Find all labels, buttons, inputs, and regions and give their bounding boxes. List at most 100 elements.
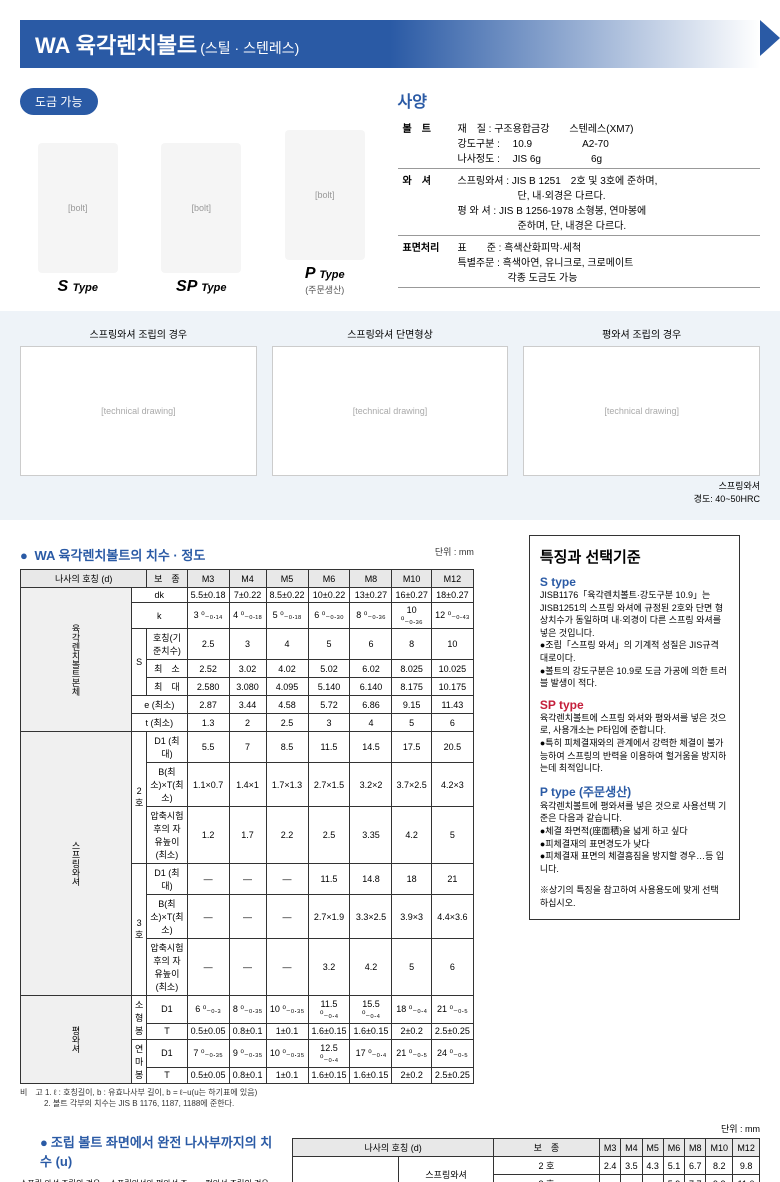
dim-value: 4 [266,629,308,660]
type-label: P Type [285,265,365,283]
dim-value: 7 [229,732,266,763]
row-label: B(최소)×T(최소) [147,895,187,939]
spec-content: 표 준 : 흑색산화피막·세척 특별주문 : 흑색아연, 유니크로, 크로메이트… [453,236,761,288]
feature-type-label: P type (주문생산) [540,783,729,800]
bottom-section: 조립 볼트 좌면에서 완전 나사부까지의 치수 (u) 스프링 와셔 조립의 경… [0,1122,780,1182]
sub-label: 2호 [132,732,147,864]
feature-type-label: S type [540,575,729,589]
row-label: T [147,1023,187,1039]
dim-value: 0.5±0.05 [187,1067,229,1083]
features-box: 특징과 선택기준S type JISB1176「육각렌치볼트·강도구분 10.9… [529,535,740,920]
dim-table: 나사의 호칭 (d)보 종M3M4M5M6M8M10M12육각렌치볼트본체dk5… [20,569,474,1084]
dim-value: 21 [431,864,473,895]
diagram-title: 평와셔 조립의 경우 [523,326,760,341]
dim-value: 2.2 [266,807,308,864]
dim-value: 4.58 [266,696,308,714]
types-row: [bolt] S Type [bolt] SP Type [bolt] P Ty… [20,130,383,296]
dim-value: 10 [431,629,473,660]
dim-value: 5 [392,939,431,996]
dim-value: 6 [431,714,473,732]
u-value: 6.7 [685,1157,706,1175]
dim-value: 4.02 [266,660,308,678]
dim-value: 2.5 [187,629,229,660]
dim-value: — [229,864,266,895]
dim-value: 3.02 [229,660,266,678]
dim-value: 11.43 [431,696,473,714]
feature-text: JISB1176「육각렌치볼트·강도구분 10.9」는 JISB1251의 스프… [540,589,729,639]
bolt-image: [bolt] [285,130,365,260]
feature-text: 육각렌치볼트에 스프링 와셔와 평와셔를 넣은 것으로, 사용개소는 P타입에 … [540,712,729,737]
dim-value: 1.7×1.3 [266,763,308,807]
diagram-title: 스프링와셔 단면형상 [272,326,509,341]
dim-value: 1.3 [187,714,229,732]
spec-label: 와 셔 [398,169,453,236]
dim-value: 18 [392,864,431,895]
row-label: t (최소) [132,714,188,732]
dim-value: 8 [392,629,431,660]
dim-value: 8.025 [392,660,431,678]
dim-value: 1.7 [229,807,266,864]
dim-value: 6 ⁰₋₀.₃ [187,996,229,1024]
diagram-image: [technical drawing] [523,346,760,476]
row-label: 압축시험후의 자유높이(최소) [147,939,187,996]
sub-label: S [132,629,147,696]
row-label: 압축시험후의 자유높이(최소) [147,807,187,864]
feature-text: 육각렌치볼트에 평와셔를 넣은 것으로 사용선택 기준은 다음과 같습니다. [540,800,729,825]
dim-value: 1.1×0.7 [187,763,229,807]
dim-value: 2.5±0.25 [431,1067,473,1083]
group-label: 평와셔 [21,996,132,1084]
dim-value: 20.5 [431,732,473,763]
dim-value: 3.9×3 [392,895,431,939]
u-sub-label: 2 호 [493,1157,599,1175]
feature-bullet: ●특히 피체결재와의 관계에서 강력한 체결이 불가능하여 스프링의 반력을 이… [540,737,729,775]
dim-value: — [266,864,308,895]
dim-value: 2.7×1.5 [308,763,350,807]
u-value: 2.4 [599,1157,620,1175]
feature-bullet: ●피체결재 표면의 체결흠짐을 방지할 경우…등 입니다. [540,850,729,875]
u-cat-label: 스프링와셔 [399,1157,493,1182]
bolt-image: [bolt] [38,143,118,273]
dim-value: 10±0.22 [308,588,350,603]
dim-value: 0.8±0.1 [229,1023,266,1039]
u-value: 11.0 [733,1175,760,1182]
dim-value: 8 ⁰₋₀.₃₆ [350,603,392,629]
feature-type-label: SP type [540,698,729,712]
dim-value: 4.2 [392,807,431,864]
dim-value: 2.5±0.25 [431,1023,473,1039]
dim-value: 11.5 ⁰₋₀.₄ [308,996,350,1024]
sub-title: (스틸 · 스텐레스) [200,40,299,56]
sub-label: 3호 [132,864,147,996]
assembly-title: 스프링 와셔 조립의 경우 [20,1178,100,1182]
feature-note: ※상기의 특징을 참고하여 사용용도에 맞게 선택 하십시오. [540,883,729,909]
dim-value: 6.86 [350,696,392,714]
u-sub-label: 3 호 [493,1175,599,1182]
u-value: 5.1 [663,1157,684,1175]
sub-label: 소형봉 [132,996,147,1040]
diagram-image: [technical drawing] [20,346,257,476]
dim-value: 4.095 [266,678,308,696]
dim-value: 6.140 [350,678,392,696]
u-value: 3.5 [621,1157,642,1175]
spec-table: 볼 트 재 질 : 구조용합금강 스텐레스(XM7) 강도구분 : 10.9 A… [398,117,761,288]
dim-value: 21 ⁰₋₀.₅ [431,996,473,1024]
dim-value: 17.5 [392,732,431,763]
dim-value: 1.6±0.15 [350,1023,392,1039]
u-value: 5.9 [663,1175,684,1182]
dim-value: 2.580 [187,678,229,696]
u-section-title: 조립 볼트 좌면에서 완전 나사부까지의 치수 (u) [20,1132,277,1170]
dim-value: 5 [308,629,350,660]
assembly-title: 평와셔 조립의 경우 [197,1178,277,1182]
dim-value: 3.35 [350,807,392,864]
dim-value: — [266,939,308,996]
dim-value: 12 ⁰₋₀.₄₃ [431,603,473,629]
feature-bullet: ●피체결재의 표면경도가 낮다 [540,838,729,851]
dim-value: 3 ⁰₋₀.₁₄ [187,603,229,629]
dim-value: 10 ⁰₋₀.₃₅ [266,1040,308,1068]
dim-value: 2.7×1.9 [308,895,350,939]
dim-value: 1.4×1 [229,763,266,807]
dim-value: 4 ⁰₋₀.₁₈ [229,603,266,629]
dim-value: 3.2×2 [350,763,392,807]
dim-value: 2.87 [187,696,229,714]
dim-value: 12.5 ⁰₋₀.₄ [308,1040,350,1068]
feature-bullet: ●볼트의 강도구분은 10.9로 도금 가공에 의한 트러블 발생이 적다. [540,665,729,690]
